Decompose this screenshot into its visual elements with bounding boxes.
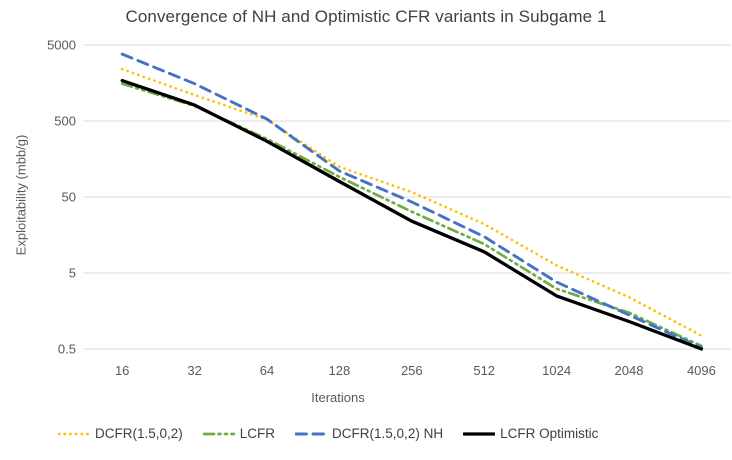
- plot-area: 5000 500 50 5 0.5 16 32 64 128 256 512 1024 2048 4096: [47, 38, 731, 378]
- series-line-dcfr-1-5-0-2-: [120, 67, 703, 337]
- y-tick-label: 0.5: [58, 342, 76, 357]
- y-tick-label: 5000: [47, 38, 76, 53]
- y-axis-title: Exploitability (mbb/g): [13, 134, 29, 256]
- legend-label: LCFR Optimistic: [500, 426, 599, 441]
- legend-item-dcfr-1-5-0-2-nh[interactable]: DCFR(1.5,0,2) NH: [295, 426, 443, 441]
- legend-label: DCFR(1.5,0,2) NH: [332, 426, 444, 441]
- x-axis-title: Iterations: [311, 390, 365, 405]
- x-tick-label: 2048: [615, 363, 644, 378]
- y-tick-label: 500: [54, 114, 76, 129]
- legend-swatch-dash-dot-dot-icon: [202, 432, 235, 435]
- legend-item-lcfr[interactable]: LCFR: [202, 426, 276, 441]
- x-tick-label: 512: [473, 363, 495, 378]
- legend-label: LCFR: [239, 426, 276, 441]
- series-line-lcfr: [120, 82, 703, 348]
- x-tick-label: 256: [401, 363, 423, 378]
- legend-item-dcfr-1-5-0-2-[interactable]: DCFR(1.5,0,2): [58, 426, 183, 441]
- y-tick-label: 5: [69, 266, 76, 281]
- series-line-dcfr-1-5-0-2-nh: [120, 52, 703, 350]
- x-tick-label: 4096: [687, 363, 716, 378]
- x-tick-label: 1024: [542, 363, 571, 378]
- x-tick-label: 16: [115, 363, 129, 378]
- x-tick-label: 64: [260, 363, 274, 378]
- legend-swatch-dotted-icon: [58, 432, 90, 435]
- x-tick-label: 32: [187, 363, 201, 378]
- series-line-lcfr-optimistic: [120, 78, 704, 351]
- y-tick-label: 50: [62, 190, 76, 205]
- x-tick-label: 128: [329, 363, 351, 378]
- chart-title: Convergence of NH and Optimistic CFR var…: [125, 7, 607, 26]
- legend-swatch-dashed-icon: [295, 432, 328, 435]
- legend-label: DCFR(1.5,0,2): [95, 426, 183, 441]
- legend-item-lcfr-optimistic[interactable]: LCFR Optimistic: [463, 426, 598, 441]
- chart-legend: DCFR(1.5,0,2) LCFR DCFR(1.5,0,2) NH LCFR Op…: [58, 426, 732, 441]
- legend-swatch-solid-icon: [463, 431, 496, 436]
